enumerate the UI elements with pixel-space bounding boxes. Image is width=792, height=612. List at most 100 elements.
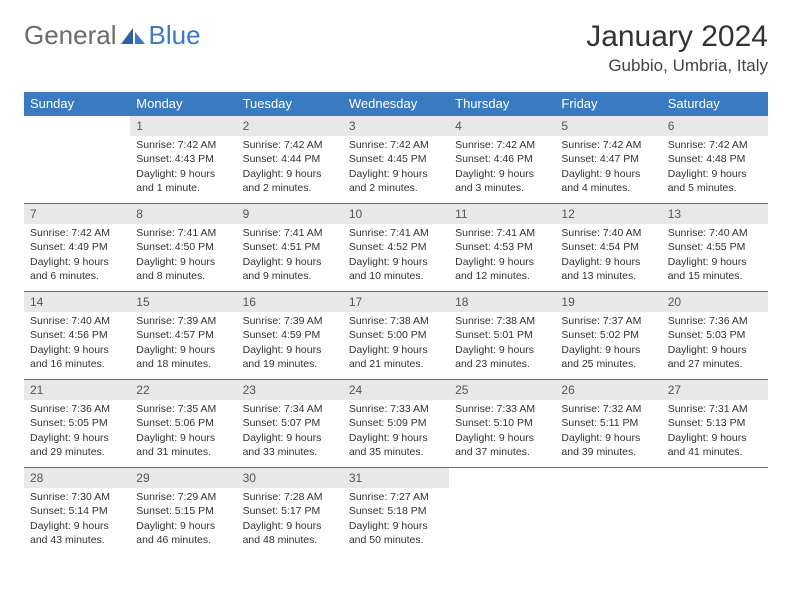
sunset-text: Sunset: 4:46 PM bbox=[455, 152, 549, 166]
sunrise-text: Sunrise: 7:29 AM bbox=[136, 490, 230, 504]
location: Gubbio, Umbria, Italy bbox=[586, 56, 768, 76]
day-content: Sunrise: 7:42 AMSunset: 4:46 PMDaylight:… bbox=[449, 136, 555, 201]
day-number: 15 bbox=[130, 292, 236, 312]
sunset-text: Sunset: 5:10 PM bbox=[455, 416, 549, 430]
day-content: Sunrise: 7:40 AMSunset: 4:54 PMDaylight:… bbox=[555, 224, 661, 289]
day-cell: 29Sunrise: 7:29 AMSunset: 5:15 PMDayligh… bbox=[130, 468, 236, 556]
day-cell: 2Sunrise: 7:42 AMSunset: 4:44 PMDaylight… bbox=[237, 116, 343, 204]
sunset-text: Sunset: 4:59 PM bbox=[243, 328, 337, 342]
day-content: Sunrise: 7:39 AMSunset: 4:59 PMDaylight:… bbox=[237, 312, 343, 377]
day-content: Sunrise: 7:28 AMSunset: 5:17 PMDaylight:… bbox=[237, 488, 343, 553]
week-row: 7Sunrise: 7:42 AMSunset: 4:49 PMDaylight… bbox=[24, 204, 768, 292]
day-number: 10 bbox=[343, 204, 449, 224]
daylight-text: Daylight: 9 hours and 31 minutes. bbox=[136, 431, 230, 459]
day-cell bbox=[555, 468, 661, 556]
day-number: 12 bbox=[555, 204, 661, 224]
sunrise-text: Sunrise: 7:27 AM bbox=[349, 490, 443, 504]
day-number: 17 bbox=[343, 292, 449, 312]
daylight-text: Daylight: 9 hours and 37 minutes. bbox=[455, 431, 549, 459]
logo-text-blue: Blue bbox=[149, 20, 201, 51]
day-number: 24 bbox=[343, 380, 449, 400]
day-content: Sunrise: 7:31 AMSunset: 5:13 PMDaylight:… bbox=[662, 400, 768, 465]
header: General Blue January 2024 Gubbio, Umbria… bbox=[24, 20, 768, 76]
day-number: 20 bbox=[662, 292, 768, 312]
sunrise-text: Sunrise: 7:36 AM bbox=[668, 314, 762, 328]
day-cell: 26Sunrise: 7:32 AMSunset: 5:11 PMDayligh… bbox=[555, 380, 661, 468]
day-cell: 14Sunrise: 7:40 AMSunset: 4:56 PMDayligh… bbox=[24, 292, 130, 380]
day-number: 25 bbox=[449, 380, 555, 400]
day-content: Sunrise: 7:42 AMSunset: 4:43 PMDaylight:… bbox=[130, 136, 236, 201]
week-row: 28Sunrise: 7:30 AMSunset: 5:14 PMDayligh… bbox=[24, 468, 768, 556]
day-number: 28 bbox=[24, 468, 130, 488]
dayname: Saturday bbox=[662, 92, 768, 116]
sunset-text: Sunset: 4:53 PM bbox=[455, 240, 549, 254]
sunrise-text: Sunrise: 7:41 AM bbox=[349, 226, 443, 240]
sunrise-text: Sunrise: 7:42 AM bbox=[455, 138, 549, 152]
sunrise-text: Sunrise: 7:42 AM bbox=[349, 138, 443, 152]
day-number: 1 bbox=[130, 116, 236, 136]
day-cell: 25Sunrise: 7:33 AMSunset: 5:10 PMDayligh… bbox=[449, 380, 555, 468]
daylight-text: Daylight: 9 hours and 3 minutes. bbox=[455, 167, 549, 195]
daylight-text: Daylight: 9 hours and 5 minutes. bbox=[668, 167, 762, 195]
daylight-text: Daylight: 9 hours and 48 minutes. bbox=[243, 519, 337, 547]
week-row: 14Sunrise: 7:40 AMSunset: 4:56 PMDayligh… bbox=[24, 292, 768, 380]
day-cell: 10Sunrise: 7:41 AMSunset: 4:52 PMDayligh… bbox=[343, 204, 449, 292]
sunrise-text: Sunrise: 7:39 AM bbox=[136, 314, 230, 328]
day-cell: 27Sunrise: 7:31 AMSunset: 5:13 PMDayligh… bbox=[662, 380, 768, 468]
daylight-text: Daylight: 9 hours and 2 minutes. bbox=[243, 167, 337, 195]
daylight-text: Daylight: 9 hours and 50 minutes. bbox=[349, 519, 443, 547]
day-cell: 30Sunrise: 7:28 AMSunset: 5:17 PMDayligh… bbox=[237, 468, 343, 556]
day-number: 22 bbox=[130, 380, 236, 400]
day-cell bbox=[662, 468, 768, 556]
sunset-text: Sunset: 5:01 PM bbox=[455, 328, 549, 342]
logo-sail-icon bbox=[119, 26, 147, 46]
day-number: 31 bbox=[343, 468, 449, 488]
day-number: 11 bbox=[449, 204, 555, 224]
day-number: 30 bbox=[237, 468, 343, 488]
sunset-text: Sunset: 4:51 PM bbox=[243, 240, 337, 254]
day-content: Sunrise: 7:32 AMSunset: 5:11 PMDaylight:… bbox=[555, 400, 661, 465]
day-content: Sunrise: 7:38 AMSunset: 5:00 PMDaylight:… bbox=[343, 312, 449, 377]
week-row: 1Sunrise: 7:42 AMSunset: 4:43 PMDaylight… bbox=[24, 116, 768, 204]
day-number: 5 bbox=[555, 116, 661, 136]
sunset-text: Sunset: 4:50 PM bbox=[136, 240, 230, 254]
day-number: 14 bbox=[24, 292, 130, 312]
dayname-row: Sunday Monday Tuesday Wednesday Thursday… bbox=[24, 92, 768, 116]
day-content: Sunrise: 7:38 AMSunset: 5:01 PMDaylight:… bbox=[449, 312, 555, 377]
sunset-text: Sunset: 5:07 PM bbox=[243, 416, 337, 430]
day-cell: 1Sunrise: 7:42 AMSunset: 4:43 PMDaylight… bbox=[130, 116, 236, 204]
dayname: Tuesday bbox=[237, 92, 343, 116]
daylight-text: Daylight: 9 hours and 6 minutes. bbox=[30, 255, 124, 283]
day-cell: 8Sunrise: 7:41 AMSunset: 4:50 PMDaylight… bbox=[130, 204, 236, 292]
sunset-text: Sunset: 5:05 PM bbox=[30, 416, 124, 430]
sunrise-text: Sunrise: 7:40 AM bbox=[668, 226, 762, 240]
daylight-text: Daylight: 9 hours and 12 minutes. bbox=[455, 255, 549, 283]
daylight-text: Daylight: 9 hours and 13 minutes. bbox=[561, 255, 655, 283]
day-cell: 3Sunrise: 7:42 AMSunset: 4:45 PMDaylight… bbox=[343, 116, 449, 204]
sunrise-text: Sunrise: 7:36 AM bbox=[30, 402, 124, 416]
month-title: January 2024 bbox=[586, 20, 768, 54]
day-content: Sunrise: 7:30 AMSunset: 5:14 PMDaylight:… bbox=[24, 488, 130, 553]
day-cell: 11Sunrise: 7:41 AMSunset: 4:53 PMDayligh… bbox=[449, 204, 555, 292]
daylight-text: Daylight: 9 hours and 39 minutes. bbox=[561, 431, 655, 459]
sunrise-text: Sunrise: 7:32 AM bbox=[561, 402, 655, 416]
sunrise-text: Sunrise: 7:38 AM bbox=[349, 314, 443, 328]
daylight-text: Daylight: 9 hours and 16 minutes. bbox=[30, 343, 124, 371]
day-number: 6 bbox=[662, 116, 768, 136]
day-content: Sunrise: 7:41 AMSunset: 4:51 PMDaylight:… bbox=[237, 224, 343, 289]
day-cell: 23Sunrise: 7:34 AMSunset: 5:07 PMDayligh… bbox=[237, 380, 343, 468]
day-content: Sunrise: 7:36 AMSunset: 5:03 PMDaylight:… bbox=[662, 312, 768, 377]
daylight-text: Daylight: 9 hours and 23 minutes. bbox=[455, 343, 549, 371]
sunrise-text: Sunrise: 7:42 AM bbox=[561, 138, 655, 152]
sunrise-text: Sunrise: 7:41 AM bbox=[136, 226, 230, 240]
sunset-text: Sunset: 5:18 PM bbox=[349, 504, 443, 518]
day-cell: 9Sunrise: 7:41 AMSunset: 4:51 PMDaylight… bbox=[237, 204, 343, 292]
day-cell: 12Sunrise: 7:40 AMSunset: 4:54 PMDayligh… bbox=[555, 204, 661, 292]
sunrise-text: Sunrise: 7:42 AM bbox=[668, 138, 762, 152]
sunset-text: Sunset: 4:47 PM bbox=[561, 152, 655, 166]
daylight-text: Daylight: 9 hours and 46 minutes. bbox=[136, 519, 230, 547]
sunrise-text: Sunrise: 7:38 AM bbox=[455, 314, 549, 328]
week-row: 21Sunrise: 7:36 AMSunset: 5:05 PMDayligh… bbox=[24, 380, 768, 468]
sunrise-text: Sunrise: 7:37 AM bbox=[561, 314, 655, 328]
day-number: 9 bbox=[237, 204, 343, 224]
